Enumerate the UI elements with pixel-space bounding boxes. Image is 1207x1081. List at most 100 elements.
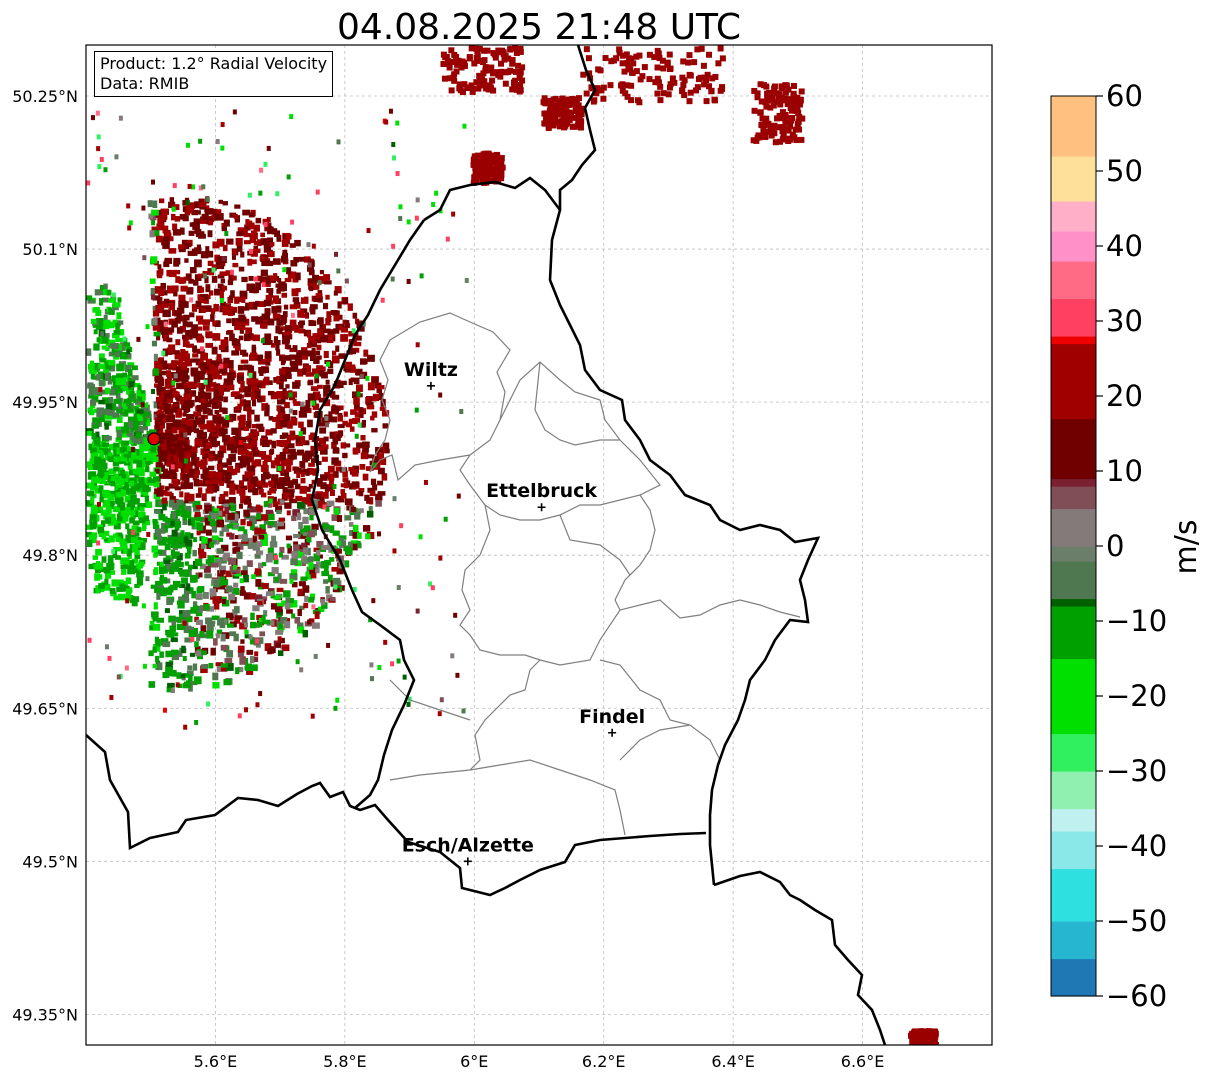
echo-pixel: [121, 351, 127, 357]
echo-pixel: [323, 390, 329, 396]
echo-pixel: [239, 578, 244, 584]
map-frame: [85, 44, 993, 1046]
echo-pixel: [268, 480, 275, 488]
echo-pixel: [174, 352, 182, 360]
echo-pixel: [159, 565, 164, 572]
echo-pixel: [244, 240, 251, 245]
echo-pixel: [155, 655, 160, 663]
echo-pixel: [173, 373, 178, 379]
echo-pixel: [221, 256, 226, 262]
echo-pixel: [222, 244, 228, 252]
echo-pixel: [180, 673, 186, 679]
echo-pixel: [113, 473, 119, 479]
echo-pixel: [267, 513, 275, 521]
echo-pixel: [134, 454, 143, 463]
echo-pixel: [542, 120, 549, 127]
echo-pixel: [316, 493, 325, 501]
echo-pixel: [782, 95, 789, 102]
echo-pixel: [352, 524, 359, 532]
echo-pixel: [372, 462, 377, 468]
echo-pixel: [777, 101, 784, 108]
echo-pixel: [294, 616, 301, 624]
echo-pixel: [163, 333, 170, 341]
echo-pixel: [490, 70, 497, 77]
echo-pixel: [326, 361, 331, 367]
echo-pixel: [266, 288, 274, 293]
echo-pixel: [116, 320, 124, 325]
echo-pixel: [96, 134, 101, 140]
echo-pixel: [206, 294, 211, 300]
echo-pixel: [165, 403, 172, 411]
echo-pixel: [163, 524, 168, 533]
echo-pixel: [270, 496, 277, 502]
echo-pixel: [473, 177, 480, 184]
echo-pixel: [543, 100, 550, 107]
echo-pixel: [270, 460, 276, 469]
echo-pixel: [266, 217, 271, 223]
colorbar-tick-label: −50: [1106, 904, 1167, 938]
echo-pixel: [99, 452, 104, 459]
echo-pixel: [124, 495, 131, 503]
echo-pixel: [251, 386, 258, 394]
echo-pixel: [276, 234, 282, 242]
echo-pixel: [482, 67, 489, 74]
echo-pixel: [232, 541, 238, 547]
echo-pixel: [354, 511, 361, 520]
echo-pixel: [125, 598, 130, 604]
echo-pixel: [112, 319, 118, 328]
echo-pixel: [352, 391, 358, 399]
echo-pixel: [517, 70, 524, 77]
echo-pixel: [267, 318, 275, 326]
echo-pixel: [279, 452, 287, 460]
echo-pixel: [248, 432, 253, 438]
echo-pixel: [125, 591, 132, 600]
colorbar-band: [1051, 688, 1096, 697]
echo-pixel: [211, 264, 217, 271]
echo-pixel: [158, 401, 163, 407]
echo-pixel: [239, 436, 247, 443]
echo-pixel: [247, 192, 252, 198]
echo-pixel: [307, 350, 313, 357]
colorbar-tick-label: 60: [1106, 79, 1143, 113]
echo-pixel: [477, 167, 484, 174]
echo-pixel: [289, 574, 298, 581]
echo-pixel: [205, 331, 213, 337]
echo-pixel: [381, 410, 390, 417]
echo-pixel: [102, 397, 110, 405]
echo-pixel: [238, 387, 243, 393]
echo-pixel: [215, 209, 222, 215]
colorbar-band: [1051, 718, 1096, 727]
echo-pixel: [558, 105, 565, 112]
echo-pixel: [212, 333, 221, 341]
echo-pixel: [396, 658, 401, 664]
echo-pixel: [252, 334, 261, 342]
echo-pixel: [271, 535, 277, 543]
echo-pixel: [95, 110, 100, 116]
colorbar-band: [1051, 816, 1096, 825]
echo-pixel: [252, 487, 259, 496]
echo-pixel: [291, 434, 299, 440]
echo-pixel: [194, 326, 203, 331]
echo-pixel: [119, 538, 127, 545]
echo-pixel: [328, 411, 333, 418]
echo-pixel: [254, 553, 261, 559]
echo-pixel: [516, 47, 523, 54]
echo-pixel: [280, 255, 288, 263]
echo-pixel: [335, 466, 342, 472]
echo-pixel: [220, 145, 225, 151]
echo-pixel: [110, 475, 116, 481]
echo-pixel: [173, 375, 180, 383]
echo-pixel: [88, 388, 95, 396]
echo-pixel: [931, 1040, 938, 1045]
echo-pixel: [666, 84, 673, 91]
echo-pixel: [108, 359, 115, 366]
echo-pixel: [123, 485, 130, 490]
echo-pixel: [110, 456, 116, 461]
echo-pixel: [250, 352, 258, 359]
echo-pixel: [297, 256, 305, 262]
echo-pixel: [133, 510, 139, 518]
echo-pixel: [201, 543, 206, 550]
echo-pixel: [97, 371, 105, 380]
echo-pixel: [345, 422, 352, 428]
